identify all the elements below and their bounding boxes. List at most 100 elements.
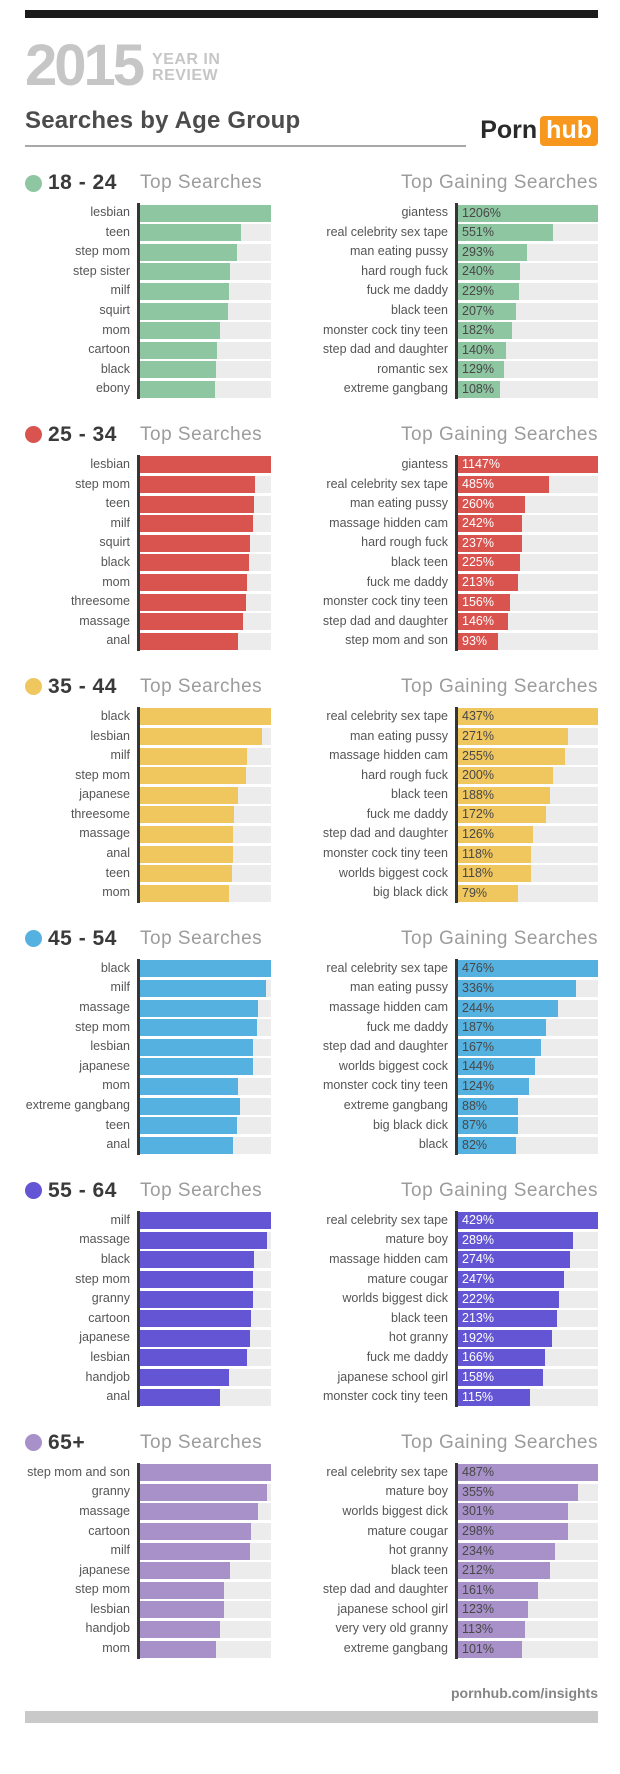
bar-row: 293%: [458, 242, 598, 262]
bar-row: 182%: [458, 321, 598, 341]
search-volume-bar: [140, 1369, 230, 1387]
age-group-dot: [25, 174, 42, 192]
bar-row: 207%: [458, 301, 598, 321]
bar-row: [140, 1639, 271, 1659]
bar-row: 129%: [458, 360, 598, 380]
bar-axis-column: [137, 1462, 271, 1659]
bar-row: 429%: [458, 1211, 598, 1231]
bar-track: [140, 495, 271, 513]
age-group-label: 25 - 34: [48, 422, 117, 446]
bar-value-label: 485%: [462, 477, 494, 492]
top-searches-chart: milf massage black step mom granny cartoon jap…: [25, 1210, 271, 1407]
gain-percent-bar: [458, 302, 516, 320]
search-volume-bar: [140, 708, 271, 726]
search-volume-bar: [140, 884, 230, 902]
search-term-label: step mom and son: [27, 1464, 130, 1479]
search-term-label: step mom: [75, 476, 130, 491]
gain-percent-bar: [458, 1019, 546, 1037]
search-term-label: massage: [79, 613, 130, 628]
bar-row: [140, 1463, 271, 1483]
search-term-label: lesbian: [90, 1039, 130, 1054]
search-term-label: fuck me daddy: [366, 1349, 448, 1364]
bar-value-label: 336%: [462, 980, 494, 995]
bar-row: [140, 998, 271, 1018]
bar-track: [140, 1271, 271, 1289]
bar-value-label: 200%: [462, 768, 494, 783]
bar-value-label: 274%: [462, 1252, 494, 1267]
bar-row: [140, 262, 271, 282]
age-group-section: 55 - 64 Top Searches Top Gaining Searche…: [25, 1179, 598, 1407]
gain-percent-bar: [458, 747, 565, 765]
bar-track: 140%: [458, 341, 598, 359]
bar-track: 429%: [458, 1212, 598, 1230]
bar-row: 118%: [458, 864, 598, 884]
bar-row: [140, 475, 271, 495]
gain-percent-bar: [458, 341, 506, 359]
bar-track: [140, 1542, 271, 1560]
top-gaining-chart: real celebrity sex tape man eating pussy m…: [271, 958, 598, 1155]
bar-track: 247%: [458, 1271, 598, 1289]
search-term-label: black teen: [391, 1562, 448, 1577]
bar-track: 240%: [458, 263, 598, 281]
search-volume-bar: [140, 1212, 271, 1230]
bar-row: 237%: [458, 533, 598, 553]
bar-row: 255%: [458, 746, 598, 766]
bar-row: [140, 1619, 271, 1639]
bar-value-label: 82%: [462, 1137, 488, 1152]
bar-axis-column: [137, 958, 271, 1155]
search-term-label: black teen: [391, 554, 448, 569]
bar-row: 551%: [458, 223, 598, 243]
search-term-label: extreme gangbang: [343, 381, 448, 396]
bar-row: 240%: [458, 262, 598, 282]
bar-track: 187%: [458, 1019, 598, 1037]
search-volume-bar: [140, 263, 231, 281]
search-term-label: milf: [110, 283, 130, 298]
footer-link[interactable]: pornhub.com/insights: [451, 1684, 598, 1701]
bar-track: [140, 515, 271, 533]
bar-track: 115%: [458, 1388, 598, 1406]
bar-track: 298%: [458, 1523, 598, 1540]
bar-track: [140, 1349, 271, 1367]
term-labels-column: step mom and son granny massage cartoon milf…: [25, 1463, 137, 1659]
age-group-dot: [25, 1434, 42, 1452]
bar-track: 156%: [458, 593, 598, 611]
search-volume-bar: [140, 1271, 253, 1289]
gain-percent-bar: [458, 1483, 578, 1501]
gain-percent-bar: [458, 593, 510, 611]
top-gaining-chart: real celebrity sex tape mature boy worlds …: [271, 1462, 598, 1659]
search-term-label: monster cock tiny teen: [322, 846, 448, 861]
bar-track: 108%: [458, 380, 598, 398]
top-searches-chart: black milf massage step mom lesbian japanese m…: [25, 958, 271, 1155]
search-volume-bar: [140, 361, 216, 379]
search-term-label: massage hidden cam: [329, 1251, 448, 1266]
bar-value-label: 144%: [462, 1059, 494, 1074]
bar-value-label: 1206%: [462, 205, 501, 220]
bar-row: [140, 631, 271, 651]
search-term-label: giantess: [401, 205, 448, 220]
gain-percent-bar: [458, 322, 513, 340]
bar-value-label: 156%: [462, 594, 494, 609]
gain-percent-bar: [458, 243, 527, 261]
bar-track: 79%: [458, 884, 598, 902]
bar-row: 200%: [458, 766, 598, 786]
brand-subtitle: YEAR IN REVIEW: [152, 52, 220, 83]
brand-subtitle-line1: YEAR IN: [152, 51, 221, 68]
search-term-label: massage hidden cam: [329, 1000, 448, 1015]
bar-row: [140, 1348, 271, 1368]
bar-track: [140, 224, 271, 242]
gain-percent-bar: [458, 282, 519, 300]
search-volume-bar: [140, 1058, 253, 1076]
age-group-label: 65+: [48, 1430, 86, 1454]
bar-row: 437%: [458, 707, 598, 727]
bar-track: 161%: [458, 1581, 598, 1599]
bar-value-label: 129%: [462, 362, 494, 377]
bar-row: [140, 203, 271, 223]
bar-track: [140, 1231, 271, 1249]
bar-track: [140, 632, 271, 650]
gain-percent-bar: [458, 1562, 551, 1580]
bar-value-label: 113%: [462, 1621, 494, 1636]
search-term-label: mom: [102, 574, 130, 589]
bar-row: 101%: [458, 1639, 598, 1659]
search-term-label: step mom and son: [345, 633, 448, 648]
search-term-label: ebony: [95, 381, 130, 396]
